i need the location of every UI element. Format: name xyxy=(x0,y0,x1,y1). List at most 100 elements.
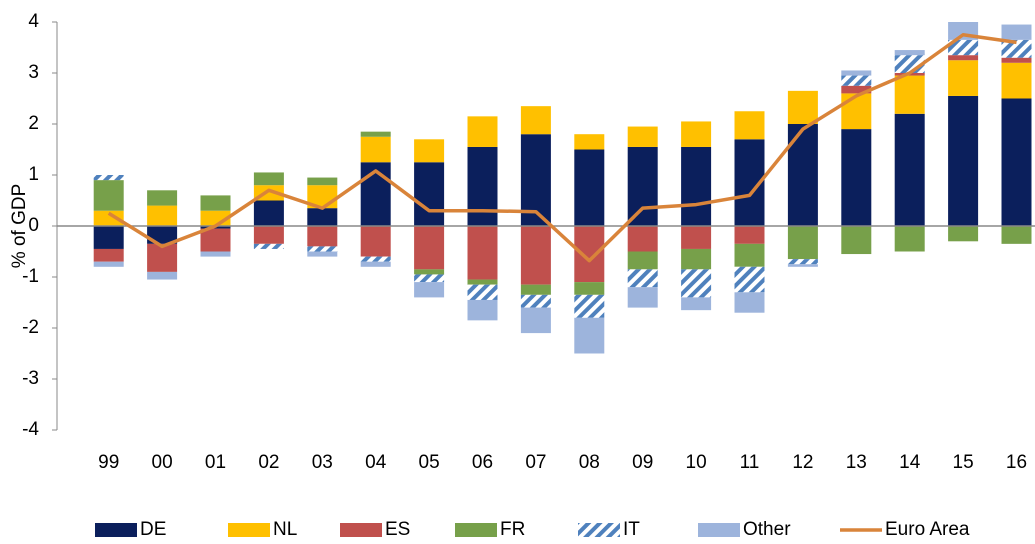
bar-segment xyxy=(200,228,231,252)
x-tick-label: 14 xyxy=(899,452,921,473)
bar-segment xyxy=(841,93,872,130)
bar-segment xyxy=(1001,39,1032,58)
bar-segment xyxy=(414,274,445,283)
y-tick-label: 4 xyxy=(28,11,39,32)
x-tick-label: 16 xyxy=(1006,452,1027,473)
bar-segment xyxy=(93,180,124,211)
bar-segment xyxy=(414,162,445,226)
legend-swatch xyxy=(340,523,382,537)
legend-label: Euro Area xyxy=(885,519,970,540)
y-tick-label: 2 xyxy=(28,113,39,134)
bar-segment xyxy=(627,146,658,226)
bar-segment xyxy=(948,226,979,242)
bar-segment xyxy=(307,226,338,247)
x-tick-label: 02 xyxy=(258,452,279,473)
y-axis-label: % of GDP xyxy=(9,184,30,268)
bar-segment xyxy=(360,226,391,257)
bar-segment xyxy=(841,75,872,86)
bar-segment xyxy=(520,106,551,135)
bar-segment xyxy=(948,55,979,61)
y-tick-label: 1 xyxy=(28,164,39,185)
bar-segment xyxy=(360,261,391,267)
bar-segment xyxy=(681,121,712,147)
bar-segment xyxy=(307,246,338,252)
bar-segment xyxy=(841,85,872,94)
bar-segment xyxy=(734,266,765,293)
line xyxy=(107,33,1017,263)
bar-segment xyxy=(787,124,818,226)
bar-segment xyxy=(1001,98,1032,226)
legend-label: DE xyxy=(140,519,166,540)
bar-segment xyxy=(894,75,925,114)
bar-segment xyxy=(787,226,818,260)
bar-segment xyxy=(253,200,284,226)
bar-segment xyxy=(93,210,124,226)
bar-segment xyxy=(147,243,178,272)
bar-segment xyxy=(894,226,925,252)
bar-segment xyxy=(93,248,124,262)
bar-segment xyxy=(948,39,979,56)
bar-segment xyxy=(467,299,498,321)
bar-segment xyxy=(307,177,338,186)
bar-segment xyxy=(414,282,445,298)
bar-segment xyxy=(734,111,765,140)
x-tick-label: 00 xyxy=(152,452,173,473)
bar-segment xyxy=(93,261,124,267)
bar-segment xyxy=(627,251,658,270)
legend-label: FR xyxy=(500,519,525,540)
bar-segment xyxy=(627,269,658,288)
legend-label: NL xyxy=(273,519,297,540)
bar-segment xyxy=(520,284,551,295)
bar-segment xyxy=(841,70,872,76)
x-tick-label: 12 xyxy=(792,452,813,473)
bar-segment xyxy=(627,126,658,147)
bar-segment xyxy=(574,134,605,150)
bar-segment xyxy=(681,269,712,298)
y-tick-label: 0 xyxy=(28,215,39,236)
bar-segment xyxy=(467,116,498,147)
x-tick-label: 06 xyxy=(472,452,493,473)
bar-segment xyxy=(520,226,551,285)
y-tick-label: -1 xyxy=(22,266,39,287)
legend-label: ES xyxy=(385,519,410,540)
bar-segment xyxy=(681,146,712,226)
x-tick-label: 15 xyxy=(953,452,974,473)
bar-segment xyxy=(734,292,765,313)
bar-segment xyxy=(894,50,925,56)
x-tick-label: 99 xyxy=(98,452,119,473)
bar-segment xyxy=(841,129,872,226)
legend-swatch xyxy=(698,523,740,537)
bar-segment xyxy=(467,284,498,300)
bar-segment xyxy=(360,256,391,262)
bar-segment xyxy=(200,195,231,211)
bar-segment xyxy=(948,60,979,96)
bar-segment xyxy=(787,264,818,267)
y-tick-label: -2 xyxy=(22,317,39,338)
bar-segment xyxy=(200,251,231,257)
bar-segment xyxy=(574,282,605,295)
x-tick-label: 04 xyxy=(365,452,387,473)
bar-segment xyxy=(681,248,712,270)
bar-segment xyxy=(787,90,818,124)
bar-segment xyxy=(681,297,712,311)
bar-segment xyxy=(467,146,498,226)
legend-swatch xyxy=(455,523,497,537)
bar-segment xyxy=(307,251,338,257)
bar-segment xyxy=(253,226,284,244)
bar-segment xyxy=(1001,226,1032,244)
bar-segment xyxy=(360,136,391,163)
x-tick-label: 13 xyxy=(846,452,867,473)
y-tick-label: 3 xyxy=(28,62,39,83)
bar-segment xyxy=(574,149,605,226)
bar-segment xyxy=(253,172,284,186)
bar-segment xyxy=(467,226,498,280)
bar-segment xyxy=(681,226,712,249)
bar-segment xyxy=(147,190,178,206)
x-tick-label: 11 xyxy=(740,452,760,473)
legend-swatch xyxy=(95,523,137,537)
bar-segment xyxy=(360,131,391,137)
bar-segment xyxy=(574,294,605,318)
bar-segment xyxy=(520,307,551,334)
bar-segment xyxy=(414,139,445,163)
